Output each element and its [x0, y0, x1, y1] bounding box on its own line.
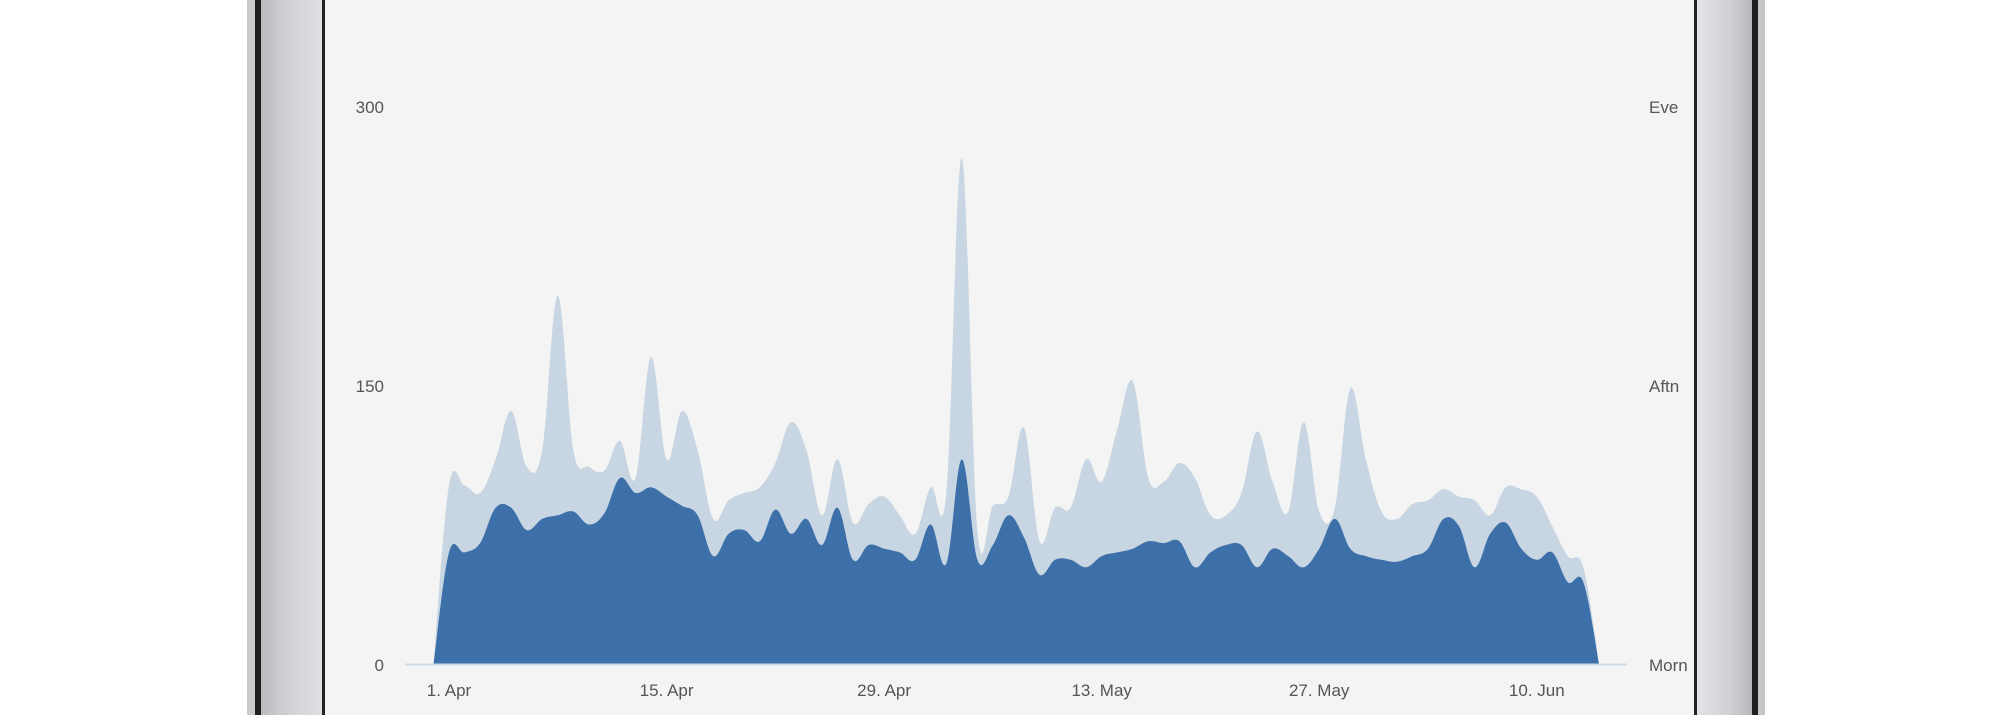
x-tick-15-apr: 15. Apr [640, 681, 694, 700]
y-left-tick-150: 150 [356, 377, 384, 396]
area-series-front [433, 459, 1599, 664]
area-series-back [433, 157, 1599, 664]
x-tick-13-may: 13. May [1071, 681, 1132, 700]
x-tick-29-apr: 29. Apr [857, 681, 911, 700]
y-right-tick-morn: Morn [1649, 656, 1688, 675]
y-right-tick-eve: Eve [1649, 98, 1678, 117]
bezel-right-edge [1752, 0, 1758, 715]
bezel-left-rail [261, 0, 322, 715]
x-tick-1-apr: 1. Apr [427, 681, 472, 700]
y-left-tick-0: 0 [375, 656, 384, 675]
bezel-left-edge [255, 0, 261, 715]
y-left-tick-300: 300 [356, 98, 384, 117]
bezel-right-rail [1697, 0, 1752, 715]
x-tick-27-may: 27. May [1289, 681, 1350, 700]
y-right-tick-aftn: Aftn [1649, 377, 1679, 396]
x-tick-10-jun: 10. Jun [1509, 681, 1565, 700]
chart-areas [433, 157, 1599, 664]
